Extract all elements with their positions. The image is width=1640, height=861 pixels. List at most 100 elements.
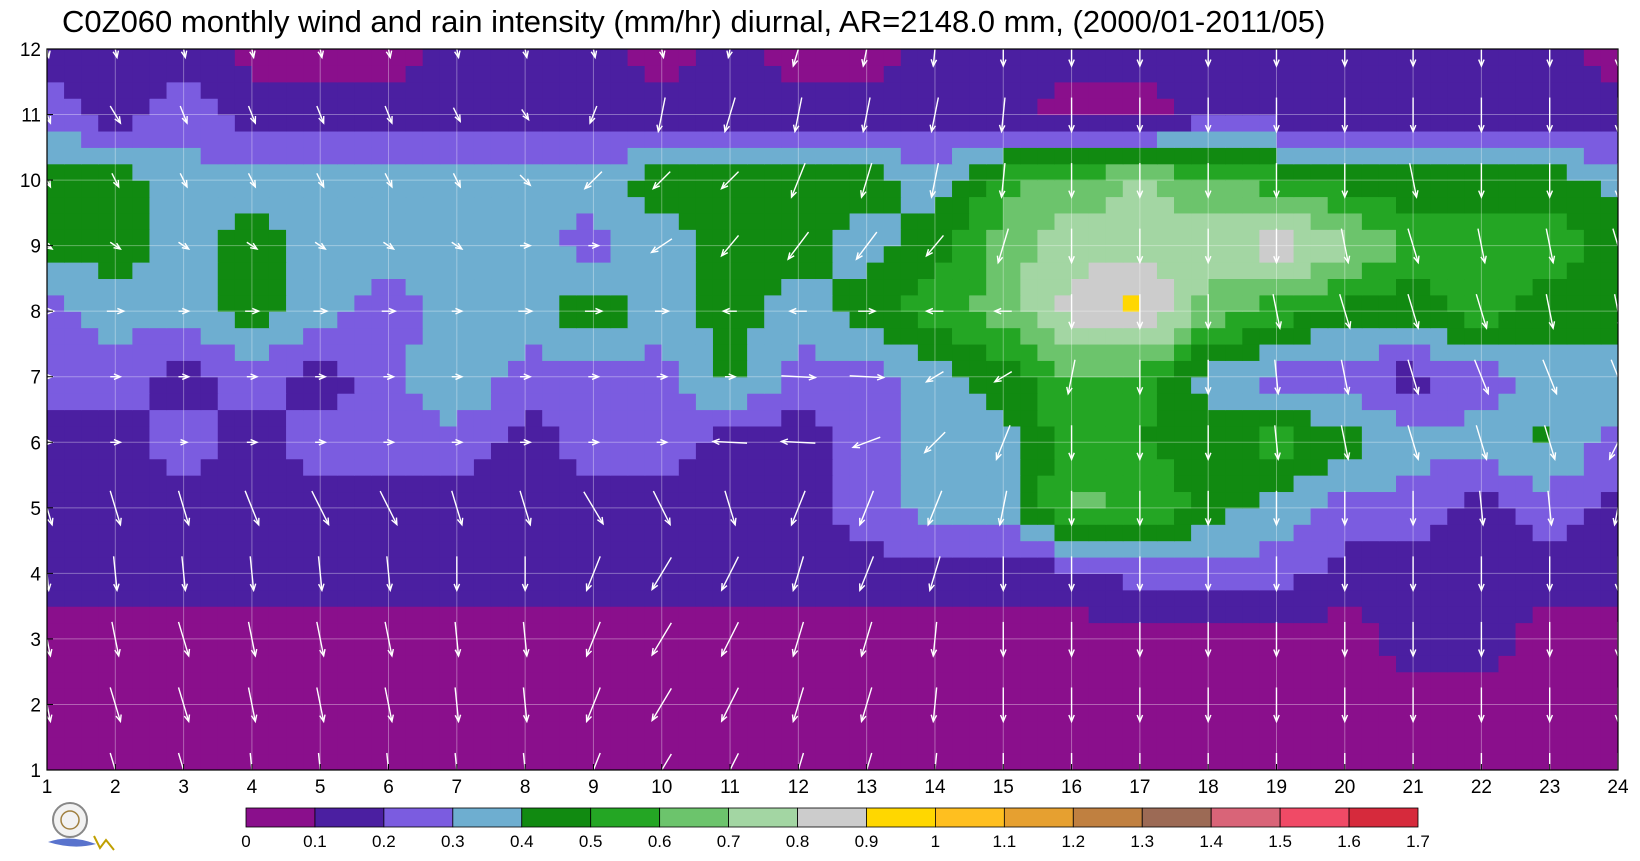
field-cell xyxy=(678,130,697,148)
field-cell xyxy=(730,606,748,624)
field-cell xyxy=(1498,655,1517,673)
field-cell xyxy=(1532,49,1551,66)
field-cell xyxy=(866,442,885,460)
field-cell xyxy=(422,180,441,198)
field-cell xyxy=(98,458,116,476)
field-cell xyxy=(456,720,475,738)
field-cell xyxy=(712,556,731,574)
wind-arrow xyxy=(244,490,260,527)
field-cell xyxy=(251,376,270,394)
field-cell xyxy=(1208,688,1226,706)
field-cell xyxy=(542,49,560,66)
field-cell xyxy=(730,343,748,361)
field-cell xyxy=(200,360,219,378)
field-cell xyxy=(320,130,338,148)
field-cell xyxy=(166,376,185,394)
field-cell xyxy=(1156,409,1175,427)
field-cell xyxy=(1208,147,1226,165)
field-cell xyxy=(1549,294,1568,312)
field-cell xyxy=(439,98,458,116)
field-cell xyxy=(849,229,868,247)
field-cell xyxy=(1208,737,1226,755)
field-cell xyxy=(1549,212,1568,230)
field-cell xyxy=(1464,262,1482,280)
field-cell xyxy=(764,556,782,574)
field-cell xyxy=(149,196,168,214)
field-cell xyxy=(508,507,526,525)
field-cell xyxy=(217,327,236,345)
field-cell xyxy=(1344,475,1363,493)
wind-arrow xyxy=(313,307,329,315)
field-cell xyxy=(1071,343,1090,361)
field-cell xyxy=(1344,622,1363,640)
field-cell xyxy=(251,540,270,558)
field-cell xyxy=(798,737,817,755)
field-cell xyxy=(1447,737,1465,755)
field-cell xyxy=(815,311,834,329)
field-cell xyxy=(1481,737,1500,755)
field-cell xyxy=(268,163,287,181)
field-cell xyxy=(900,638,919,656)
wind-arrow xyxy=(729,752,740,770)
field-cell xyxy=(508,458,526,476)
field-cell xyxy=(1105,573,1124,591)
field-cell xyxy=(268,524,287,542)
field-cell xyxy=(1088,229,1107,247)
field-cell xyxy=(166,573,185,591)
field-cell xyxy=(1242,245,1261,263)
field-cell xyxy=(166,638,185,656)
field-cell xyxy=(1361,638,1380,656)
field-cell xyxy=(678,49,697,66)
field-cell xyxy=(1361,720,1380,738)
wind-arrow xyxy=(1546,49,1554,68)
field-cell xyxy=(815,294,834,312)
field-cell xyxy=(952,311,970,329)
field-cell xyxy=(969,360,987,378)
field-cell xyxy=(525,49,543,66)
field-cell xyxy=(1003,130,1021,148)
field-cell xyxy=(1430,245,1448,263)
field-cell xyxy=(1139,294,1158,312)
field-cell xyxy=(678,245,697,263)
field-cell xyxy=(47,425,65,443)
field-cell xyxy=(1464,393,1482,411)
field-cell xyxy=(1378,343,1397,361)
field-cell xyxy=(354,180,373,198)
field-cell xyxy=(508,262,526,280)
field-cell xyxy=(508,409,526,427)
field-cell xyxy=(439,311,458,329)
field-cell xyxy=(1259,311,1278,329)
y-tick-label: 9 xyxy=(30,237,41,258)
field-cell xyxy=(47,376,65,394)
field-cell xyxy=(1430,147,1448,165)
field-cell xyxy=(1088,294,1107,312)
field-cell xyxy=(1191,311,1209,329)
field-cell xyxy=(1225,507,1243,525)
field-cell xyxy=(1276,81,1295,99)
field-cell xyxy=(1430,311,1448,329)
field-cell xyxy=(1105,196,1124,214)
field-cell xyxy=(1293,147,1312,165)
field-cell xyxy=(64,491,82,509)
field-cell xyxy=(1600,360,1618,378)
field-cell xyxy=(183,409,202,427)
field-cell xyxy=(183,180,202,198)
field-cell xyxy=(1293,442,1312,460)
colorbar-swatch xyxy=(521,807,592,828)
field-cell xyxy=(286,753,304,770)
field-cell xyxy=(1276,278,1295,296)
field-cell xyxy=(593,704,612,722)
field-cell xyxy=(627,606,646,624)
field-cell xyxy=(508,212,526,230)
field-cell xyxy=(64,360,82,378)
field-cell xyxy=(1156,65,1175,83)
field-cell xyxy=(1464,147,1482,165)
field-cell xyxy=(883,327,902,345)
field-cell xyxy=(695,245,714,263)
field-cell xyxy=(1481,360,1500,378)
field-cell xyxy=(900,475,919,493)
field-cell xyxy=(1139,49,1158,66)
field-cell xyxy=(1003,98,1021,116)
field-cell xyxy=(644,491,663,509)
field-cell xyxy=(747,130,765,148)
